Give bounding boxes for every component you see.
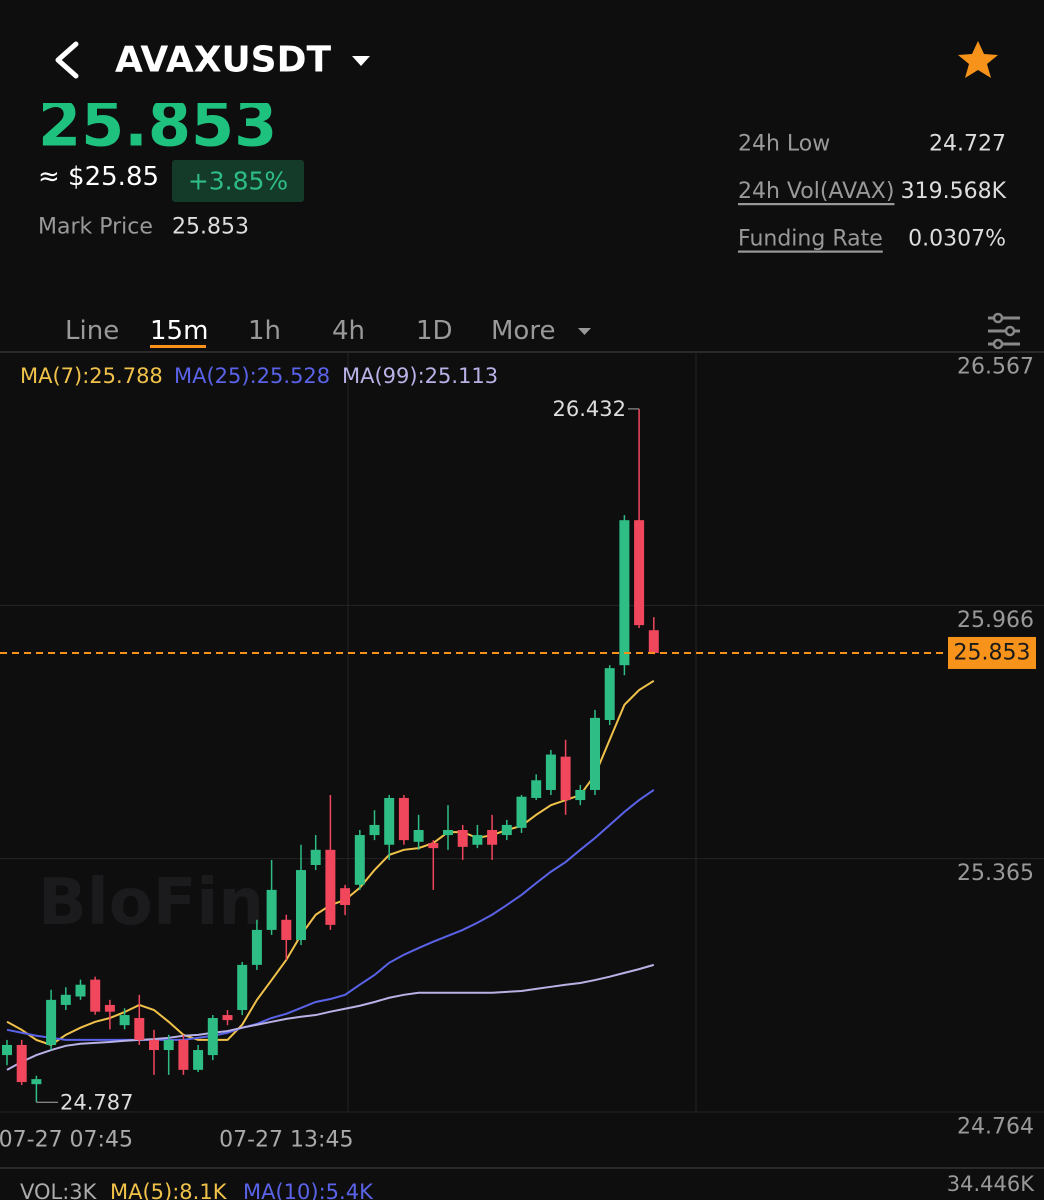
candle-body bbox=[310, 849, 321, 865]
candle-body bbox=[604, 668, 615, 720]
mark-price: 25.853 bbox=[172, 215, 249, 240]
candle-body bbox=[222, 1015, 233, 1021]
candle-body bbox=[237, 964, 248, 1010]
candle-body bbox=[413, 830, 424, 842]
symbol-dropdown[interactable] bbox=[352, 56, 370, 66]
header-bar bbox=[0, 0, 1044, 103]
candle-body bbox=[340, 888, 351, 906]
candle-body bbox=[2, 1044, 12, 1056]
favorite-star[interactable] bbox=[958, 41, 998, 78]
candle-body bbox=[354, 835, 365, 885]
back-button[interactable] bbox=[55, 41, 79, 79]
tab[interactable]: More bbox=[491, 316, 555, 346]
candle-body bbox=[472, 835, 483, 845]
candle-body bbox=[193, 1050, 204, 1070]
candle-body bbox=[648, 630, 659, 653]
candle-body bbox=[31, 1079, 42, 1085]
candle-body bbox=[457, 830, 468, 847]
y-tick-label: 26.567 bbox=[957, 355, 1034, 380]
icon-knob bbox=[992, 312, 1004, 324]
candle-body bbox=[545, 754, 556, 790]
change: +3.85% bbox=[188, 167, 288, 196]
candle-body bbox=[16, 1044, 27, 1083]
candle-body bbox=[634, 520, 645, 626]
tab[interactable]: Line bbox=[65, 316, 119, 346]
last-price-box bbox=[948, 636, 1036, 669]
tab-underline bbox=[150, 345, 206, 348]
legend-entry: MA(99):25.113 bbox=[342, 364, 498, 388]
candle-body bbox=[575, 789, 586, 801]
y-tick-label: 25.966 bbox=[957, 608, 1034, 633]
candle-body bbox=[207, 1018, 218, 1056]
candle-body bbox=[266, 889, 277, 930]
legend-entry: MA(25):25.528 bbox=[174, 364, 330, 388]
candle-body bbox=[134, 1018, 145, 1040]
stat-value: 319.568K bbox=[901, 179, 1007, 204]
candle-body bbox=[104, 1004, 115, 1012]
stat-value: 24.727 bbox=[929, 132, 1006, 157]
candle-body bbox=[281, 919, 292, 941]
candle-body bbox=[560, 756, 571, 801]
volume-ma5: MA(5):8.1K bbox=[110, 1180, 228, 1200]
more-dropdown bbox=[578, 328, 591, 335]
stat-label: 24h Low bbox=[738, 132, 830, 157]
ma-line bbox=[6, 789, 655, 1041]
candle-body bbox=[428, 843, 439, 849]
candle-body bbox=[531, 780, 542, 798]
volume-ma10: MA(10):5.4K bbox=[243, 1180, 374, 1200]
y-tick-label: 25.365 bbox=[957, 861, 1034, 886]
candle-body bbox=[296, 870, 306, 941]
candle-body bbox=[163, 1039, 174, 1051]
mark-price-label: Mark Price bbox=[38, 215, 153, 240]
tab[interactable]: 15m bbox=[150, 316, 208, 346]
tab[interactable]: 1D bbox=[416, 316, 453, 346]
candle-body bbox=[619, 520, 630, 666]
candle-body bbox=[398, 797, 409, 841]
legend-entry: MA(7):25.788 bbox=[20, 364, 163, 388]
candle-body bbox=[90, 979, 101, 1012]
tab[interactable]: 1h bbox=[248, 316, 281, 346]
stat-label: 24h Vol(AVAX) bbox=[738, 179, 894, 204]
stats: 24h Low 24.727 24h Vol(AVAX) 319.568K Fundin… bbox=[738, 132, 1007, 252]
high-label: 26.432 bbox=[553, 397, 626, 421]
candle-body bbox=[325, 849, 336, 925]
candle-body bbox=[487, 830, 498, 845]
candle-body bbox=[60, 994, 71, 1005]
x-tick-label: 07-27 07:45 bbox=[0, 1128, 133, 1153]
icon-knob bbox=[1004, 325, 1016, 337]
stat-label: Funding Rate bbox=[738, 227, 883, 252]
tab[interactable]: 4h bbox=[332, 316, 365, 346]
ma-line bbox=[6, 963, 655, 1071]
tabs: Line 15m 1h 4h 1D More bbox=[65, 316, 591, 348]
candle-body bbox=[149, 1039, 159, 1051]
candle-body bbox=[46, 999, 57, 1045]
x-tick-label: 07-27 13:45 bbox=[219, 1128, 353, 1153]
candle-body bbox=[178, 1039, 189, 1070]
change-badge bbox=[172, 160, 304, 202]
candle-body bbox=[501, 824, 512, 836]
candle-body bbox=[590, 717, 600, 790]
candle-chart: 24.764 25.365 25.966 26.567 07-27 07:45 07-27… bbox=[0, 355, 1044, 1153]
chart-settings[interactable] bbox=[988, 312, 1020, 350]
candle-body bbox=[516, 796, 527, 828]
low-label: 24.787 bbox=[60, 1090, 133, 1114]
y-tick-label: 24.764 bbox=[957, 1115, 1034, 1140]
stat-value: 0.0307% bbox=[908, 227, 1006, 252]
candle-body bbox=[75, 984, 86, 997]
candle-body bbox=[443, 830, 453, 836]
candle-body bbox=[384, 797, 395, 845]
last-price-label: 25.853 bbox=[954, 640, 1031, 665]
volume-label: VOL:3K bbox=[20, 1180, 98, 1200]
symbol[interactable]: AVAXUSDT bbox=[115, 40, 331, 81]
candle-body bbox=[369, 824, 380, 836]
candle-body bbox=[119, 1015, 130, 1026]
volume-max: 34.446K bbox=[947, 1172, 1035, 1196]
candle-body bbox=[251, 929, 262, 965]
usd-price: ≈ $25.85 bbox=[38, 162, 159, 192]
icon-knob bbox=[992, 338, 1004, 350]
watermark: BloFin bbox=[38, 866, 264, 940]
